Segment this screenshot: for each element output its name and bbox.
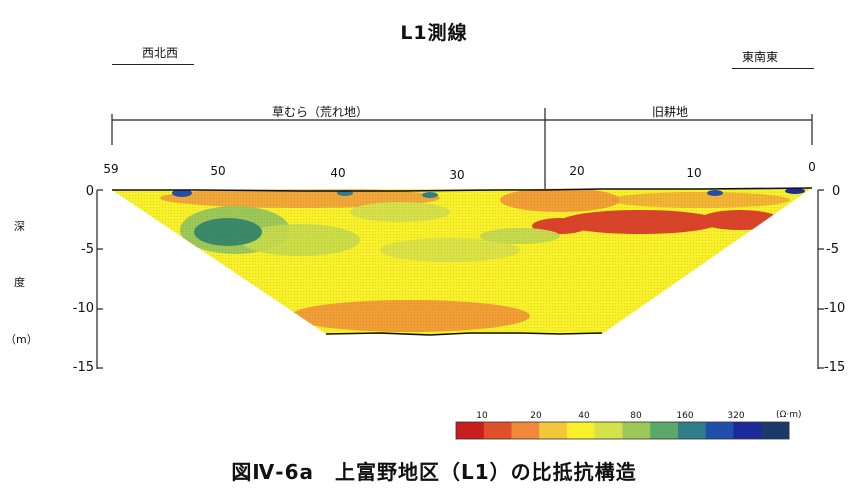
- y-tick-label-right: -5: [826, 242, 839, 257]
- y-tick-label-right: 0: [832, 184, 841, 199]
- color-scale-swatch: [456, 422, 485, 439]
- x-tick-label: 59: [103, 162, 119, 176]
- legend-tick-label: 40: [578, 411, 590, 421]
- y-axis-label-depth-1: 深: [14, 220, 25, 233]
- resistivity-section: [112, 188, 812, 334]
- color-scale-border: [455, 421, 790, 440]
- ground-surface-line: [112, 187, 813, 192]
- legend-tick-label: 80: [630, 411, 642, 421]
- x-tick-label: 0: [808, 160, 816, 174]
- direction-left-line: [112, 64, 194, 65]
- x-tick-label: 40: [330, 166, 346, 180]
- section-bottom-line: [325, 332, 603, 336]
- legend-tick-label: 10: [476, 411, 488, 421]
- legend-tick-label: 320: [727, 411, 745, 421]
- x-tick-label: 10: [686, 166, 702, 180]
- color-scale-swatch: [761, 422, 790, 439]
- color-scale-swatch: [483, 422, 512, 439]
- y-axis-label-unit: （m）: [5, 333, 38, 346]
- y-tick-label-right: -15: [824, 360, 846, 375]
- legend-unit-label: (Ω·m): [776, 410, 802, 420]
- color-scale-swatch: [733, 422, 762, 439]
- direction-right-label: 東南東: [742, 50, 779, 64]
- direction-left-label: 西北西: [142, 46, 179, 60]
- y-tick-label-right: -10: [824, 301, 846, 316]
- figure-caption: 図Ⅳ-6a 上富野地区（L1）の比抵抗構造: [231, 460, 637, 484]
- y-tick-label-left: -10: [72, 301, 94, 316]
- x-tick-label: 30: [449, 168, 465, 182]
- color-scale-swatch: [567, 422, 596, 439]
- x-tick-label: 50: [210, 164, 226, 178]
- color-scale-swatch: [650, 422, 679, 439]
- segment-label-grass: 草むら（荒れ地）: [272, 105, 369, 119]
- color-scale-swatch: [705, 422, 734, 439]
- x-tick-label: 20: [569, 164, 585, 178]
- depth-axes: [96, 189, 824, 369]
- color-scale-swatch: [594, 422, 623, 439]
- color-scale-swatch: [678, 422, 707, 439]
- color-scale-swatch: [511, 422, 540, 439]
- segment-bracket: [111, 108, 813, 192]
- y-axis-label-depth-2: 度: [14, 276, 25, 289]
- legend-tick-label: 20: [530, 411, 542, 421]
- direction-right-line: [732, 68, 814, 69]
- y-tick-label-left: 0: [85, 184, 94, 199]
- legend-tick-label: 160: [676, 411, 694, 421]
- color-scale-swatch: [622, 422, 651, 439]
- figure-title: L1測線: [400, 22, 468, 44]
- y-tick-label-left: -15: [72, 360, 94, 375]
- y-tick-label-left: -5: [81, 242, 94, 257]
- segment-label-old-field: 旧耕地: [652, 105, 689, 119]
- color-scale-bar: [455, 421, 790, 440]
- color-scale-swatch: [539, 422, 568, 439]
